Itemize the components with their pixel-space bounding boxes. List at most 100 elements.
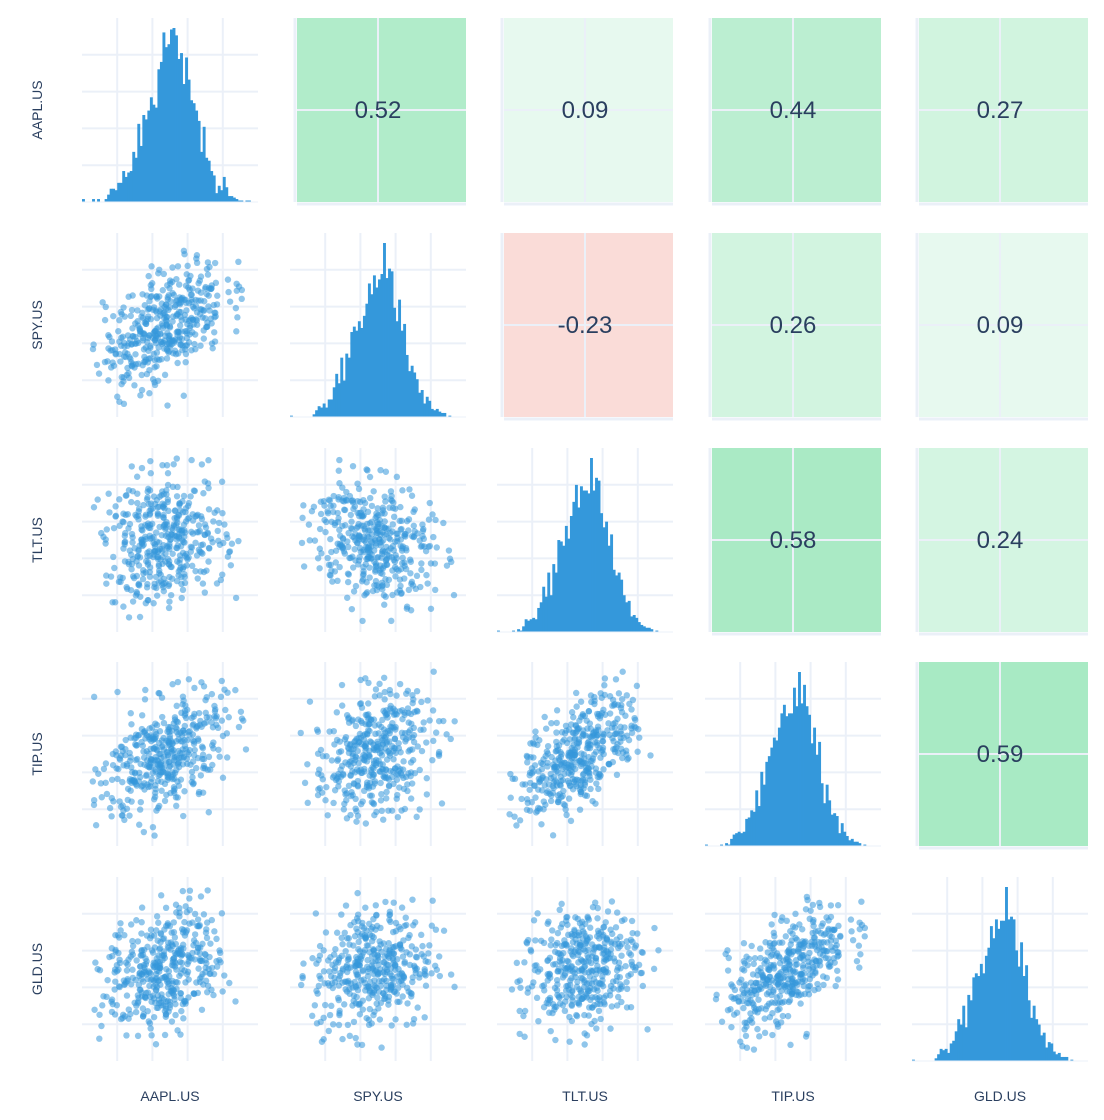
scatter-point bbox=[606, 731, 613, 739]
scatter-point bbox=[128, 530, 136, 538]
scatter-point bbox=[571, 948, 578, 955]
scatter-point bbox=[345, 571, 353, 578]
histogram-bar bbox=[1025, 965, 1029, 1061]
scatter-point bbox=[397, 766, 404, 773]
scatter-point bbox=[511, 813, 518, 820]
scatter-point bbox=[110, 553, 117, 561]
scatter-point bbox=[102, 303, 109, 311]
scatter-point bbox=[176, 556, 184, 563]
scatter-point bbox=[427, 605, 435, 612]
scatter-point bbox=[743, 999, 751, 1007]
scatter-point bbox=[403, 517, 411, 525]
scatter-point bbox=[335, 778, 343, 785]
scatter-point bbox=[587, 785, 594, 793]
scatter-point bbox=[440, 927, 448, 934]
correlation-value: 0.58 bbox=[770, 527, 817, 554]
scatter-point bbox=[154, 511, 162, 518]
scatter-point bbox=[147, 342, 154, 349]
scatter-point bbox=[756, 945, 764, 952]
scatter-point bbox=[203, 934, 211, 942]
scatter-point bbox=[175, 568, 182, 575]
scatter-point bbox=[559, 1002, 567, 1009]
histogram-bar bbox=[742, 831, 746, 846]
scatter-point bbox=[393, 555, 400, 562]
scatter-point bbox=[587, 967, 594, 974]
scatter-point bbox=[128, 721, 135, 728]
scatter-point bbox=[135, 562, 143, 569]
scatter-point bbox=[123, 1032, 130, 1039]
scatter-point bbox=[584, 914, 592, 922]
scatter-point bbox=[358, 522, 365, 529]
scatter-point bbox=[316, 952, 324, 959]
scatter-point bbox=[631, 723, 638, 730]
scatter-point bbox=[316, 525, 324, 533]
scatter-point bbox=[356, 948, 364, 955]
scatter-point bbox=[530, 979, 537, 986]
scatter-point bbox=[98, 1022, 105, 1030]
scatter-point bbox=[360, 546, 367, 554]
scatter-point bbox=[533, 994, 541, 1002]
scatter-point bbox=[159, 742, 166, 750]
scatter-point bbox=[218, 717, 226, 724]
scatter-point bbox=[105, 377, 112, 384]
scatter-point bbox=[160, 270, 167, 278]
scatter-point bbox=[115, 983, 123, 990]
scatter-point bbox=[352, 959, 359, 966]
scatter-point bbox=[149, 823, 157, 831]
scatter-point bbox=[137, 392, 144, 399]
scatter-point bbox=[323, 518, 330, 526]
histogram-bar bbox=[497, 630, 500, 632]
scatter-point bbox=[383, 788, 390, 796]
scatter-point bbox=[211, 338, 219, 345]
scatter-point bbox=[575, 1001, 583, 1008]
scatter-point bbox=[378, 807, 386, 815]
histogram-bar bbox=[777, 727, 781, 846]
scatter-point bbox=[169, 681, 176, 688]
scatter-point bbox=[330, 799, 337, 807]
scatter-point bbox=[397, 542, 404, 550]
scatter-point bbox=[521, 1007, 529, 1015]
scatter-point bbox=[563, 739, 571, 747]
histogram-bar bbox=[195, 110, 199, 202]
scatter-point bbox=[403, 949, 410, 956]
histogram-bar bbox=[1000, 920, 1003, 1061]
histogram-bar bbox=[512, 630, 515, 632]
scatter-point bbox=[336, 954, 343, 962]
scatter-point bbox=[348, 518, 355, 525]
histogram-bar bbox=[433, 410, 437, 417]
scatter-point bbox=[150, 745, 158, 752]
scatter-point bbox=[398, 517, 405, 525]
scatter-point bbox=[404, 1000, 411, 1007]
scatter-point bbox=[542, 725, 550, 732]
histogram-bar bbox=[200, 151, 204, 202]
scatter-point bbox=[205, 457, 212, 464]
cell-tip-us-aapl-us bbox=[82, 662, 258, 846]
y-axis-label-aapl-us: AAPL.US bbox=[29, 80, 45, 139]
scatter-point bbox=[822, 930, 829, 937]
scatter-point bbox=[411, 708, 418, 716]
histogram-bar bbox=[972, 977, 976, 1061]
scatter-point bbox=[216, 956, 223, 964]
histogram-bar bbox=[627, 600, 631, 632]
histogram-bar bbox=[1047, 1042, 1051, 1061]
scatter-point bbox=[141, 696, 149, 703]
scatter-point bbox=[377, 779, 384, 787]
scatter-point bbox=[811, 986, 818, 994]
scatter-point bbox=[134, 499, 141, 507]
scatter-point bbox=[201, 950, 209, 958]
histogram-bar bbox=[800, 703, 804, 846]
scatter-point bbox=[129, 937, 136, 945]
scatter-point bbox=[161, 303, 168, 311]
histogram-bar bbox=[357, 321, 361, 417]
scatter-point bbox=[107, 573, 115, 580]
scatter-point bbox=[144, 549, 151, 556]
histogram-bar bbox=[564, 525, 568, 632]
scatter-point bbox=[138, 523, 145, 530]
scatter-point bbox=[225, 288, 232, 296]
scatter-point bbox=[391, 735, 399, 743]
scatter-point bbox=[164, 402, 171, 409]
scatter-point bbox=[147, 755, 155, 763]
scatter-point bbox=[238, 295, 245, 303]
scatter-point bbox=[174, 719, 182, 726]
scatter-point bbox=[165, 1008, 172, 1015]
